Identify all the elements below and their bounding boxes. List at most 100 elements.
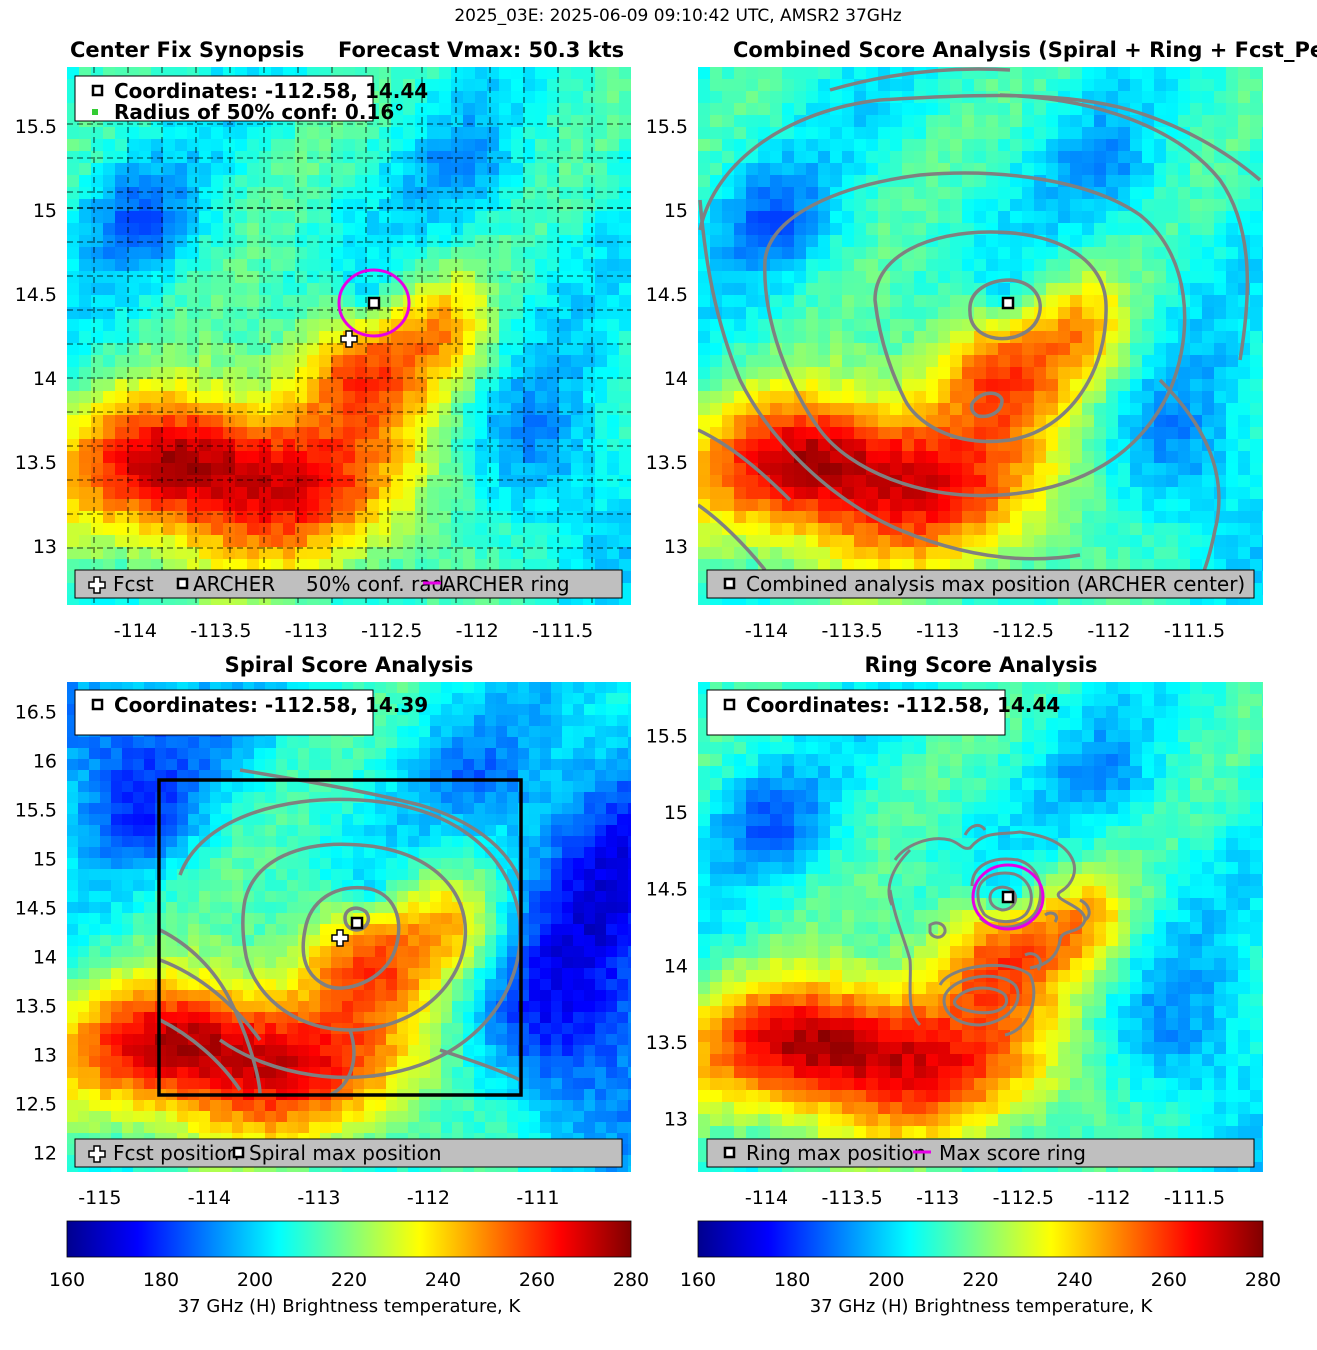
panel4-ytick-label: 13.5 (646, 1032, 688, 1054)
colorbar-right-label: 37 GHz (H) Brightness temperature, K (810, 1296, 1154, 1317)
panel3-ytick-label: 16.5 (15, 701, 57, 723)
panel1-info-box: Coordinates: -112.58, 14.44 Radius of 50… (74, 75, 428, 124)
panel2-xtick-label: -111.5 (1164, 620, 1225, 642)
panel1-archer-center-marker (367, 296, 381, 310)
panel1-xtick-label: -113 (285, 620, 328, 642)
colorbar-right-tick-label: 200 (868, 1269, 904, 1291)
panel2-contours (698, 67, 1262, 581)
panel1-info-green-dot-icon (92, 109, 98, 115)
panel3-title: Spiral Score Analysis (225, 653, 474, 677)
panel4-legend-ring: Max score ring (939, 1141, 1086, 1165)
panel1-legend-ring: ARCHER ring (442, 572, 570, 596)
panel4-xtick-label: -112 (1087, 1187, 1130, 1209)
panel1-conf-radius: Radius of 50% conf: 0.16° (114, 100, 404, 124)
panel2-ytick-label: 15 (664, 200, 688, 222)
panel1-grid (67, 67, 631, 605)
panel4-ytick-label: 14.5 (646, 879, 688, 901)
panel3-contour (159, 928, 262, 1096)
colorbar-ticks: 160 180 200 220 240 260 280 160 180 200 220 240 260 2… (49, 1269, 1281, 1291)
panel1-ytick-label: 15.5 (15, 116, 57, 138)
panel4-xtick-label: -112.5 (993, 1187, 1054, 1209)
panel3-spiral-max-marker (350, 916, 364, 930)
panel4-max-score-ring (971, 863, 1045, 931)
panel1-xtick-label: -113.5 (190, 620, 251, 642)
panel2-contour (698, 199, 1081, 561)
panel3-search-box (157, 778, 523, 1097)
colorbar-left-tick-label: 160 (49, 1269, 85, 1291)
panel2-legend: Combined analysis max position (ARCHER c… (706, 569, 1255, 599)
panel3-contour (159, 1018, 242, 1091)
panel4-ring-max-marker (1001, 890, 1015, 904)
colorbar-left-tick-label: 260 (519, 1269, 555, 1291)
panel4-info-square-icon (723, 698, 736, 711)
panel1-legend-fcst: Fcst (113, 572, 154, 596)
panel1-xtick-label: -112.5 (361, 620, 422, 642)
panel1-legend-square-icon (176, 577, 189, 590)
panel3-legend-spiral: Spiral max position (249, 1141, 442, 1165)
panel2-contour (698, 503, 767, 572)
colorbar-left-label: 37 GHz (H) Brightness temperature, K (178, 1296, 522, 1317)
panel4-title: Ring Score Analysis (864, 653, 1097, 677)
panel3-ytick-label: 14 (33, 946, 57, 968)
axis-ticks: -114 -113.5 -113 -112.5 -112 -111.5 13 13.5 14 14… (15, 116, 1225, 1209)
panel3-ytick-label: 16 (33, 750, 57, 772)
panel1-xtick-label: -114 (114, 620, 157, 642)
panel4-contour (963, 823, 987, 836)
panel4-contour (988, 885, 1018, 912)
panel3-xtick-label: -115 (78, 1187, 121, 1209)
panel2-ytick-label: 14 (664, 368, 688, 390)
panel2-ytick-label: 13 (664, 536, 688, 558)
panel4-xtick-label: -114 (745, 1187, 788, 1209)
panel3-contour (329, 1029, 356, 1097)
colorbar-right-tick-label: 260 (1151, 1269, 1187, 1291)
panel3-legend-plus-icon (88, 1145, 106, 1163)
panel1-fcst-marker (340, 330, 358, 348)
panel2-contour (698, 428, 792, 502)
panel3-legend: Fcst position Spiral max position (74, 1138, 623, 1168)
panel4-contour (887, 848, 912, 906)
panel3-ytick-label: 15 (33, 848, 57, 870)
panel3-contour (159, 958, 262, 1042)
colorbar-right-tick-label: 160 (680, 1269, 716, 1291)
colorbar-right-tick-label: 280 (1245, 1269, 1281, 1291)
panel2-contour (999, 93, 1250, 361)
panel2-contour (829, 67, 1011, 92)
panel3-contour (241, 842, 468, 1032)
panel1-xtick-label: -111.5 (532, 620, 593, 642)
panel3-xtick-label: -113 (297, 1187, 340, 1209)
panel1-ytick-label: 13 (33, 536, 57, 558)
panel2-contour (873, 230, 1108, 444)
panel4-contour (953, 986, 1009, 1015)
panel1-legend-archer: ARCHER (193, 572, 275, 596)
colorbar-left-gradient (66, 1220, 632, 1258)
panel2-xtick-label: -113 (916, 620, 959, 642)
panel4-ytick-label: 13 (664, 1108, 688, 1130)
panel1-legend-plus-icon (88, 576, 106, 594)
panel1-vmax: Forecast Vmax: 50.3 kts (338, 38, 624, 62)
panel1-ytick-label: 15 (33, 200, 57, 222)
panel4-xtick-label: -113.5 (821, 1187, 882, 1209)
panel4-contour (1079, 898, 1091, 922)
panel4-contour (976, 871, 1033, 923)
panel2-contour (968, 278, 1042, 341)
panel2-ytick-label: 15.5 (646, 116, 688, 138)
panel3-coordinates: Coordinates: -112.58, 14.39 (114, 693, 428, 717)
panel4-ytick-label: 14 (664, 955, 688, 977)
panel3-xtick-label: -111 (516, 1187, 559, 1209)
panel3-contour (343, 906, 371, 932)
colorbar-right: 37 GHz (H) Brightness temperature, K (697, 1220, 1264, 1317)
panel2-xtick-label: -112 (1087, 620, 1130, 642)
panel3-xtick-label: -114 (188, 1187, 231, 1209)
panel4-contour (942, 974, 1020, 1027)
panel2-ytick-label: 14.5 (646, 284, 688, 306)
panel2-ytick-label: 13.5 (646, 452, 688, 474)
panel4-ytick-label: 15.5 (646, 726, 688, 748)
panel3-markers (331, 916, 364, 947)
panel4-contour (888, 889, 922, 1027)
panel3-xtick-label: -112 (407, 1187, 450, 1209)
panel4-legend: Ring max position Max score ring (706, 1138, 1255, 1168)
colorbar-left-tick-label: 200 (237, 1269, 273, 1291)
panel4-contour (893, 830, 1087, 970)
panel2-contour (969, 391, 1004, 419)
panel1-ytick-label: 13.5 (15, 452, 57, 474)
